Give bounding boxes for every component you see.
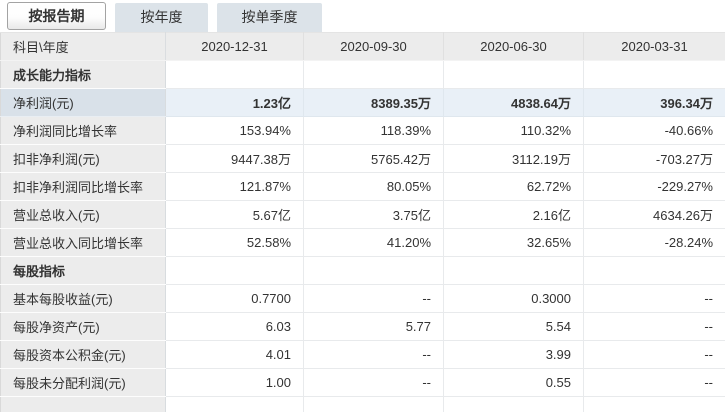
cell-value: 0.55	[443, 368, 584, 397]
table-header-row: 科目\年度 2020-12-31 2020-09-30 2020-06-30 2…	[0, 32, 725, 61]
cell-value: --	[303, 368, 444, 397]
cell-value	[303, 256, 444, 285]
cell-value: 118.39%	[303, 116, 444, 145]
cell-value: -703.27万	[583, 144, 725, 173]
cell-value	[443, 256, 584, 285]
cell-value: 4838.64万	[443, 88, 584, 117]
cell-value: 3.99	[443, 340, 584, 369]
cell-value: -28.24%	[583, 228, 725, 257]
row-label: 每股净资产(元)	[0, 312, 166, 341]
cell-value	[443, 396, 584, 412]
cell-value: 5765.42万	[303, 144, 444, 173]
cell-value: 2.16亿	[443, 200, 584, 229]
table-row	[0, 396, 725, 412]
cell-value: 41.20%	[303, 228, 444, 257]
cell-value: --	[583, 312, 725, 341]
column-header-date: 2020-03-31	[583, 32, 725, 61]
cell-value: 8389.35万	[303, 88, 444, 117]
cell-value: 0.3000	[443, 284, 584, 313]
cell-value: --	[583, 368, 725, 397]
cell-value: 153.94%	[165, 116, 304, 145]
cell-value: 4634.26万	[583, 200, 725, 229]
financial-indicators-table: 科目\年度 2020-12-31 2020-09-30 2020-06-30 2…	[0, 32, 725, 412]
row-label: 基本每股收益(元)	[0, 284, 166, 313]
cell-value	[443, 60, 584, 89]
row-label: 每股未分配利润(元)	[0, 368, 166, 397]
cell-value	[165, 60, 304, 89]
table-row: 净利润同比增长率 153.94% 118.39% 110.32% -40.66%	[0, 116, 725, 145]
cell-value: 110.32%	[443, 116, 584, 145]
cell-value: 80.05%	[303, 172, 444, 201]
table-row: 每股指标	[0, 256, 725, 285]
cell-value: 52.58%	[165, 228, 304, 257]
column-header-date: 2020-09-30	[303, 32, 444, 61]
cell-value: 1.23亿	[165, 88, 304, 117]
row-label: 成长能力指标	[0, 60, 166, 89]
cell-value: 1.00	[165, 368, 304, 397]
cell-value: --	[303, 284, 444, 313]
table-row: 每股资本公积金(元) 4.01 -- 3.99 --	[0, 340, 725, 369]
table-row: 成长能力指标	[0, 60, 725, 89]
cell-value: 32.65%	[443, 228, 584, 257]
table-row: 营业总收入同比增长率 52.58% 41.20% 32.65% -28.24%	[0, 228, 725, 257]
cell-value: -229.27%	[583, 172, 725, 201]
cell-value: 5.77	[303, 312, 444, 341]
cell-value	[165, 256, 304, 285]
cell-value	[583, 396, 725, 412]
tab-by-report-period[interactable]: 按报告期	[7, 2, 106, 30]
row-label: 每股资本公积金(元)	[0, 340, 166, 369]
table-row: 基本每股收益(元) 0.7700 -- 0.3000 --	[0, 284, 725, 313]
period-tabbar: 按报告期 按年度 按单季度	[0, 0, 725, 32]
cell-value: 3.75亿	[303, 200, 444, 229]
cell-value: 62.72%	[443, 172, 584, 201]
cell-value	[165, 396, 304, 412]
table-row: 净利润(元) 1.23亿 8389.35万 4838.64万 396.34万	[0, 88, 725, 117]
table-row: 扣非净利润(元) 9447.38万 5765.42万 3112.19万 -703.27万	[0, 144, 725, 173]
cell-value: --	[583, 284, 725, 313]
table-row: 扣非净利润同比增长率 121.87% 80.05% 62.72% -229.27%	[0, 172, 725, 201]
table-row: 每股未分配利润(元) 1.00 -- 0.55 --	[0, 368, 725, 397]
cell-value: 121.87%	[165, 172, 304, 201]
column-header-date: 2020-12-31	[165, 32, 304, 61]
cell-value: --	[583, 340, 725, 369]
table-row: 每股净资产(元) 6.03 5.77 5.54 --	[0, 312, 725, 341]
cell-value: 0.7700	[165, 284, 304, 313]
row-label: 扣非净利润(元)	[0, 144, 166, 173]
cell-value: --	[303, 340, 444, 369]
cell-value: 6.03	[165, 312, 304, 341]
row-label: 净利润同比增长率	[0, 116, 166, 145]
cell-value	[303, 396, 444, 412]
cell-value: 4.01	[165, 340, 304, 369]
cell-value	[583, 60, 725, 89]
row-label: 每股指标	[0, 256, 166, 285]
table-row: 营业总收入(元) 5.67亿 3.75亿 2.16亿 4634.26万	[0, 200, 725, 229]
cell-value: 396.34万	[583, 88, 725, 117]
row-label: 净利润(元)	[0, 88, 166, 117]
tab-by-year[interactable]: 按年度	[115, 3, 208, 32]
cell-value	[583, 256, 725, 285]
cell-value: 5.54	[443, 312, 584, 341]
column-header-subject: 科目\年度	[0, 32, 166, 61]
cell-value: -40.66%	[583, 116, 725, 145]
tab-by-single-quarter[interactable]: 按单季度	[217, 3, 322, 32]
row-label: 扣非净利润同比增长率	[0, 172, 166, 201]
cell-value	[303, 60, 444, 89]
row-label: 营业总收入同比增长率	[0, 228, 166, 257]
row-label: 营业总收入(元)	[0, 200, 166, 229]
column-header-date: 2020-06-30	[443, 32, 584, 61]
cell-value: 5.67亿	[165, 200, 304, 229]
row-label	[0, 396, 166, 412]
cell-value: 3112.19万	[443, 144, 584, 173]
cell-value: 9447.38万	[165, 144, 304, 173]
